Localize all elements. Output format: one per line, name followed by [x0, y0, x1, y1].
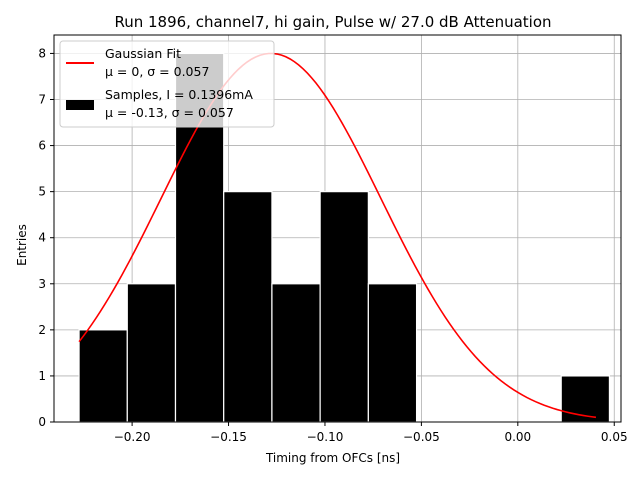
histogram-bars [78, 52, 611, 423]
y-tick-label: 7 [38, 93, 46, 107]
y-tick-label: 4 [38, 231, 46, 245]
x-axis-ticks: −0.20 −0.15 −0.10 −0.05 0.00 0.05 [114, 422, 628, 444]
fit-line [78, 52, 597, 419]
y-axis-label: Entries [15, 224, 29, 266]
x-tick-label: −0.10 [307, 430, 344, 444]
histogram-bar [560, 375, 611, 423]
histogram-bar [319, 191, 369, 423]
x-tick-label: 0.00 [504, 430, 531, 444]
histogram-bar [78, 329, 128, 423]
legend-samples-label: Samples, I = 0.1396mA [105, 87, 253, 102]
histogram-bar [126, 283, 177, 423]
y-tick-label: 0 [38, 415, 46, 429]
y-tick-label: 6 [38, 139, 46, 153]
y-tick-label: 5 [38, 185, 46, 199]
y-tick-label: 2 [38, 323, 46, 337]
x-axis-label: Timing from OFCs [ns] [265, 451, 400, 465]
legend-box [59, 40, 275, 128]
y-tick-label: 1 [38, 369, 46, 383]
histogram-bar [271, 283, 321, 423]
y-tick-label: 8 [38, 46, 46, 60]
legend-samples-swatch [66, 100, 94, 110]
gaussian-fit-curve [78, 52, 597, 419]
x-tick-label: −0.05 [403, 430, 440, 444]
legend-samples-stats: μ = -0.13, σ = 0.057 [105, 105, 234, 120]
y-tick-label: 3 [38, 277, 46, 291]
legend-fit-stats: μ = 0, σ = 0.057 [105, 64, 209, 79]
x-tick-label: 0.05 [601, 430, 628, 444]
axes-frame [53, 34, 622, 423]
legend: Gaussian Fit μ = 0, σ = 0.057 Samples, I… [59, 40, 275, 128]
histogram-bar [367, 283, 418, 423]
chart-title: Run 1896, channel7, hi gain, Pulse w/ 27… [114, 13, 551, 31]
x-tick-label: −0.15 [210, 430, 247, 444]
axes-border [53, 34, 622, 423]
legend-fit-label: Gaussian Fit [105, 46, 181, 61]
y-axis-ticks: 0 1 2 3 4 5 6 7 8 [38, 46, 54, 429]
x-tick-label: −0.20 [114, 430, 151, 444]
histogram-bar [223, 191, 273, 423]
